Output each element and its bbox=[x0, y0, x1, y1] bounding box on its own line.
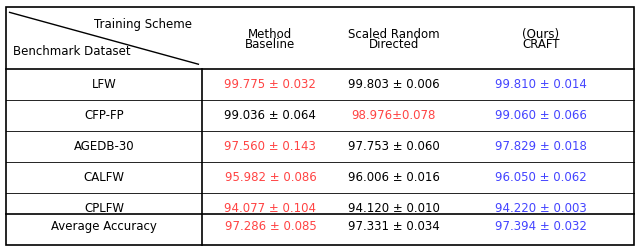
Text: 97.560 ± 0.143: 97.560 ± 0.143 bbox=[225, 140, 316, 153]
Text: CFP-FP: CFP-FP bbox=[84, 109, 124, 122]
Text: 94.220 ± 0.003: 94.220 ± 0.003 bbox=[495, 202, 587, 215]
Text: 99.060 ± 0.066: 99.060 ± 0.066 bbox=[495, 109, 587, 122]
Text: CPLFW: CPLFW bbox=[84, 202, 124, 215]
Text: Baseline: Baseline bbox=[245, 38, 296, 51]
Text: AGEDB-30: AGEDB-30 bbox=[74, 140, 134, 153]
Text: 99.810 ± 0.014: 99.810 ± 0.014 bbox=[495, 78, 587, 91]
Text: 97.753 ± 0.060: 97.753 ± 0.060 bbox=[348, 140, 440, 153]
Text: 96.050 ± 0.062: 96.050 ± 0.062 bbox=[495, 171, 587, 184]
Text: 97.286 ± 0.085: 97.286 ± 0.085 bbox=[225, 220, 316, 233]
Text: Training Scheme: Training Scheme bbox=[94, 18, 192, 31]
Text: Directed: Directed bbox=[369, 38, 419, 51]
Text: 97.394 ± 0.032: 97.394 ± 0.032 bbox=[495, 220, 587, 233]
Text: LFW: LFW bbox=[92, 78, 116, 91]
Text: 99.775 ± 0.032: 99.775 ± 0.032 bbox=[225, 78, 316, 91]
Text: 97.829 ± 0.018: 97.829 ± 0.018 bbox=[495, 140, 587, 153]
Text: (Ours): (Ours) bbox=[522, 28, 559, 41]
Text: Method: Method bbox=[248, 28, 292, 41]
Text: Benchmark Dataset: Benchmark Dataset bbox=[13, 45, 131, 58]
Text: Average Accuracy: Average Accuracy bbox=[51, 220, 157, 233]
Text: 94.077 ± 0.104: 94.077 ± 0.104 bbox=[225, 202, 316, 215]
Text: 99.036 ± 0.064: 99.036 ± 0.064 bbox=[225, 109, 316, 122]
Text: 98.976±0.078: 98.976±0.078 bbox=[351, 109, 436, 122]
Text: 96.006 ± 0.016: 96.006 ± 0.016 bbox=[348, 171, 440, 184]
Text: CRAFT: CRAFT bbox=[522, 38, 559, 51]
Text: CALFW: CALFW bbox=[83, 171, 125, 184]
Text: 99.803 ± 0.006: 99.803 ± 0.006 bbox=[348, 78, 440, 91]
Text: 97.331 ± 0.034: 97.331 ± 0.034 bbox=[348, 220, 440, 233]
Text: Scaled Random: Scaled Random bbox=[348, 28, 440, 41]
Text: 95.982 ± 0.086: 95.982 ± 0.086 bbox=[225, 171, 316, 184]
Text: 94.120 ± 0.010: 94.120 ± 0.010 bbox=[348, 202, 440, 215]
